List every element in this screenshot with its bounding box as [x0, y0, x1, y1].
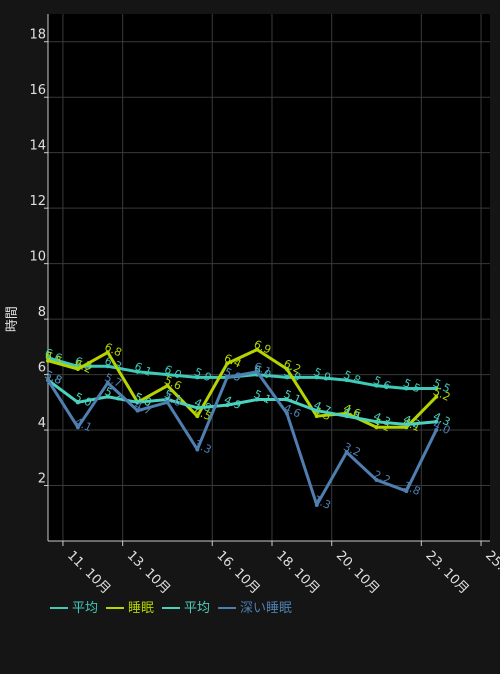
data-point — [46, 378, 50, 383]
data-point — [165, 400, 170, 405]
data-point — [225, 403, 230, 408]
plot-area — [48, 14, 490, 541]
data-point — [75, 400, 80, 405]
data-point — [135, 408, 140, 413]
data-point — [434, 428, 439, 433]
y-tick-label: 16 — [29, 83, 46, 98]
data-point — [374, 477, 379, 482]
legend-label: 平均 — [184, 601, 210, 616]
data-point — [105, 380, 110, 385]
data-point — [344, 450, 349, 455]
data-point — [284, 375, 289, 380]
data-point — [105, 350, 110, 355]
data-point — [344, 378, 349, 383]
x-tick-label: 20. 10月 — [333, 548, 382, 597]
data-point — [165, 372, 170, 377]
data-point — [105, 394, 110, 399]
data-point — [75, 425, 80, 430]
data-point — [195, 375, 200, 380]
data-point — [374, 425, 379, 430]
legend-label: 深い睡眠 — [240, 601, 292, 616]
data-point — [135, 400, 140, 405]
y-tick-label: 14 — [29, 139, 46, 154]
x-tick-label: 25. 1 — [482, 548, 500, 582]
data-point — [344, 414, 349, 419]
data-point — [344, 411, 349, 416]
data-point — [374, 383, 379, 388]
y-tick-label: 2 — [38, 472, 46, 487]
data-point — [314, 414, 319, 419]
data-point — [314, 375, 319, 380]
data-point — [165, 383, 170, 388]
data-point — [434, 419, 439, 424]
y-tick-label: 6 — [38, 361, 46, 376]
data-point — [255, 369, 260, 374]
x-tick-label: 11. 10月 — [64, 548, 113, 597]
y-tick-label: 4 — [38, 416, 46, 431]
data-point — [225, 361, 230, 366]
x-tick-label: 13. 10月 — [124, 548, 173, 597]
data-point — [374, 419, 379, 424]
data-point — [105, 364, 110, 369]
series-line-1 — [46, 348, 438, 429]
data-point — [314, 502, 319, 507]
data-point — [195, 405, 200, 410]
series-line-2 — [46, 378, 438, 427]
data-point — [75, 367, 80, 372]
data-point — [434, 394, 439, 399]
data-point — [314, 408, 319, 413]
data-point — [284, 397, 289, 402]
x-tick-label: 16. 10月 — [213, 548, 262, 597]
data-point — [404, 425, 409, 430]
y-tick-label: 8 — [38, 305, 46, 320]
data-point — [404, 422, 409, 427]
legend-label: 平均 — [72, 601, 98, 616]
data-point — [46, 358, 50, 363]
data-point — [255, 347, 260, 352]
data-point — [434, 386, 439, 391]
y-tick-label: 10 — [29, 250, 46, 265]
y-axis-title: 時間 — [5, 306, 20, 332]
x-tick-label: 18. 10月 — [273, 548, 322, 597]
data-point — [404, 489, 409, 494]
data-point — [284, 411, 289, 416]
data-point — [46, 355, 50, 360]
data-point — [284, 367, 289, 372]
data-point — [404, 386, 409, 391]
legend-label: 睡眠 — [128, 601, 154, 616]
data-point — [225, 375, 230, 380]
data-point — [195, 414, 200, 419]
series-line-3 — [46, 370, 438, 507]
data-point — [165, 397, 170, 402]
y-tick-label: 18 — [29, 28, 46, 43]
x-tick-label: 23. 10月 — [422, 548, 471, 597]
data-point — [135, 369, 140, 374]
data-point — [255, 397, 260, 402]
data-point — [195, 447, 200, 452]
y-tick-label: 12 — [29, 194, 46, 209]
